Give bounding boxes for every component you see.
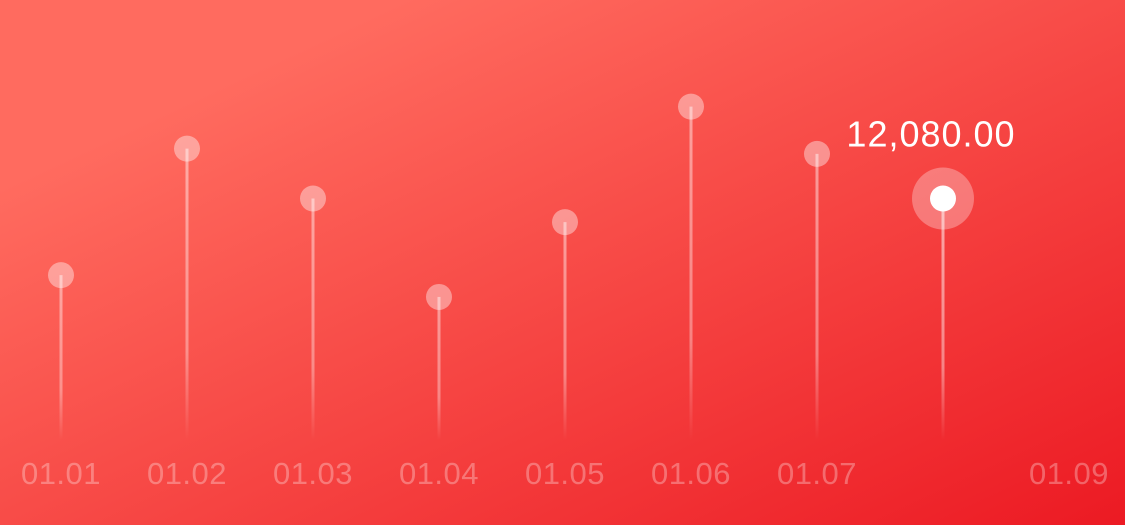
lollipop-stem-8 [941,198,945,440]
lollipop-point-1[interactable] [48,262,74,289]
lollipop-stem-6 [689,106,693,440]
x-tick-label-5: 01.05 [525,456,605,491]
x-tick-label-9: 01.09 [1029,456,1109,491]
lollipop-point-3[interactable] [300,185,326,212]
chart-marks: 01.01 01.02 01.03 01.04 01.05 01.06 01.07 12,08… [21,93,1109,491]
highlight-value-label: 12,080.00 [846,114,1015,155]
x-tick-label-7: 01.07 [777,456,857,491]
lollipop-point-5[interactable] [552,209,578,236]
x-tick-label-6: 01.06 [651,456,731,491]
lollipop-point-7[interactable] [804,140,830,167]
lollipop-stem-1 [59,275,63,440]
lollipop-stem-3 [311,198,315,440]
lollipop-stem-5 [563,222,567,440]
x-tick-label-4: 01.04 [399,456,479,491]
lollipop-stem-4 [437,296,441,440]
x-tick-label-2: 01.02 [147,456,227,491]
lollipop-stem-7 [815,153,819,440]
lollipop-point-6[interactable] [678,93,704,120]
lollipop-stem-2 [185,148,189,440]
highlight-point[interactable] [930,185,956,212]
x-tick-label-1: 01.01 [21,456,101,491]
x-tick-label-3: 01.03 [273,456,353,491]
lollipop-point-4[interactable] [426,283,452,310]
lollipop-point-2[interactable] [174,135,200,162]
